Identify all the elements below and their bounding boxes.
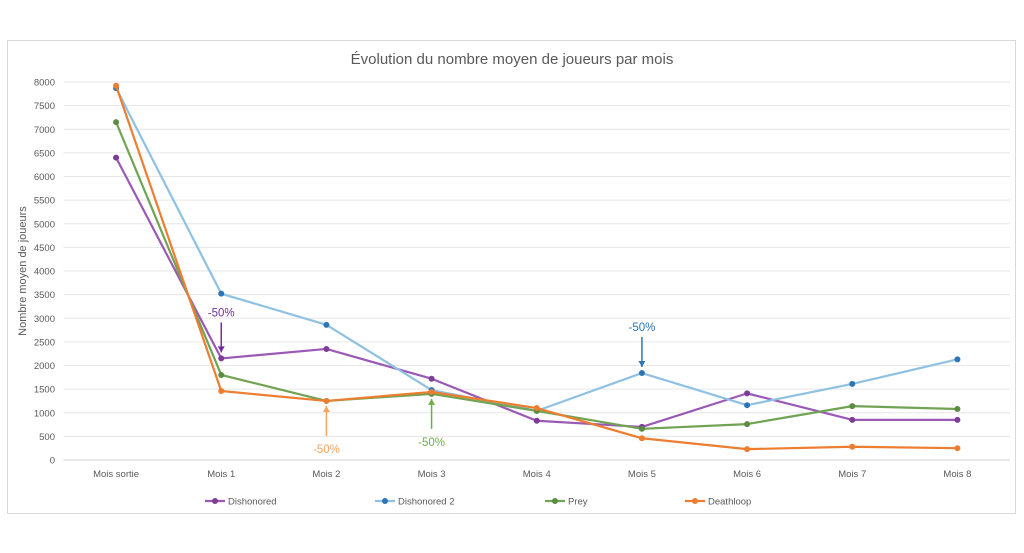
chart-frame <box>7 40 1016 514</box>
y-tick-label: 1500 <box>34 385 55 396</box>
data-point <box>218 371 225 378</box>
y-tick-label: 500 <box>39 432 55 443</box>
data-point <box>744 446 751 453</box>
data-point <box>113 119 120 126</box>
data-point <box>323 345 330 352</box>
x-tick-label: Mois sortie <box>93 469 139 480</box>
arrowhead-icon <box>322 405 330 412</box>
series-line-deathloop <box>115 85 958 451</box>
legend-label: Prey <box>568 497 588 508</box>
series-line-dishonored <box>115 157 958 429</box>
data-point <box>113 154 120 161</box>
y-tick-label: 6500 <box>34 148 55 159</box>
legend-label: Deathloop <box>708 497 751 508</box>
arrowhead-icon <box>428 398 436 405</box>
y-tick-label: 6000 <box>34 172 55 183</box>
legend-item: Dishonored 2 <box>375 497 455 508</box>
y-tick-label: 4000 <box>34 267 55 278</box>
series-line-dishonored-2 <box>115 87 958 412</box>
y-tick-label: 3500 <box>34 290 55 301</box>
data-point <box>533 417 540 424</box>
data-point <box>218 290 225 297</box>
x-tick-label: Mois 1 <box>207 469 235 480</box>
data-point <box>428 388 435 395</box>
data-point <box>849 416 856 423</box>
y-tick-label: 3000 <box>34 314 55 325</box>
legend-label: Dishonored 2 <box>398 497 455 508</box>
y-tick-label: 8000 <box>34 78 55 89</box>
data-point <box>323 321 330 328</box>
data-point <box>533 405 540 412</box>
data-point <box>218 388 225 395</box>
data-point <box>638 370 645 377</box>
arrowhead-icon <box>638 361 646 368</box>
legend-marker <box>692 498 698 504</box>
data-point <box>849 443 856 450</box>
data-point <box>849 380 856 387</box>
data-point <box>954 356 961 363</box>
data-point <box>744 390 751 397</box>
data-point <box>323 397 330 404</box>
data-point <box>744 421 751 428</box>
y-tick-label: 7000 <box>34 125 55 136</box>
data-point <box>849 403 856 410</box>
y-tick-label: 0 <box>50 456 55 467</box>
x-tick-label: Mois 3 <box>418 469 446 480</box>
arrowhead-icon <box>217 346 225 353</box>
x-tick-label: Mois 6 <box>733 469 761 480</box>
data-point <box>638 425 645 432</box>
annotation-label: -50% <box>418 437 445 449</box>
legend-marker <box>552 498 558 504</box>
data-point <box>638 435 645 442</box>
legend-marker <box>212 498 218 504</box>
series-line-prey <box>115 121 958 430</box>
annotation-label: -50% <box>628 322 655 334</box>
x-tick-label: Mois 5 <box>628 469 656 480</box>
legend-item: Dishonored <box>205 497 277 508</box>
data-point <box>954 445 961 452</box>
legend-item: Deathloop <box>685 497 751 508</box>
y-tick-label: 4500 <box>34 243 55 254</box>
y-tick-label: 2000 <box>34 361 55 372</box>
data-point <box>954 416 961 423</box>
legend-marker <box>382 498 388 504</box>
legend-label: Dishonored <box>228 497 277 508</box>
y-tick-label: 5500 <box>34 196 55 207</box>
data-point <box>428 375 435 382</box>
y-tick-label: 5000 <box>34 219 55 230</box>
data-point <box>218 355 225 362</box>
y-tick-label: 7500 <box>34 101 55 112</box>
x-tick-label: Mois 8 <box>943 469 971 480</box>
y-axis-label: Nombre moyen de joueurs <box>17 206 29 336</box>
y-tick-label: 2500 <box>34 337 55 348</box>
y-tick-label: 1000 <box>34 408 55 419</box>
data-point <box>954 405 961 412</box>
x-tick-label: Mois 4 <box>523 469 551 480</box>
annotation-label: -50% <box>313 444 340 456</box>
annotation-label: -50% <box>208 307 235 319</box>
x-tick-label: Mois 7 <box>838 469 866 480</box>
data-point <box>113 82 120 89</box>
chart-title: Évolution du nombre moyen de joueurs par… <box>351 51 674 68</box>
legend-item: Prey <box>545 497 588 508</box>
data-point <box>744 402 751 409</box>
x-tick-label: Mois 2 <box>312 469 340 480</box>
